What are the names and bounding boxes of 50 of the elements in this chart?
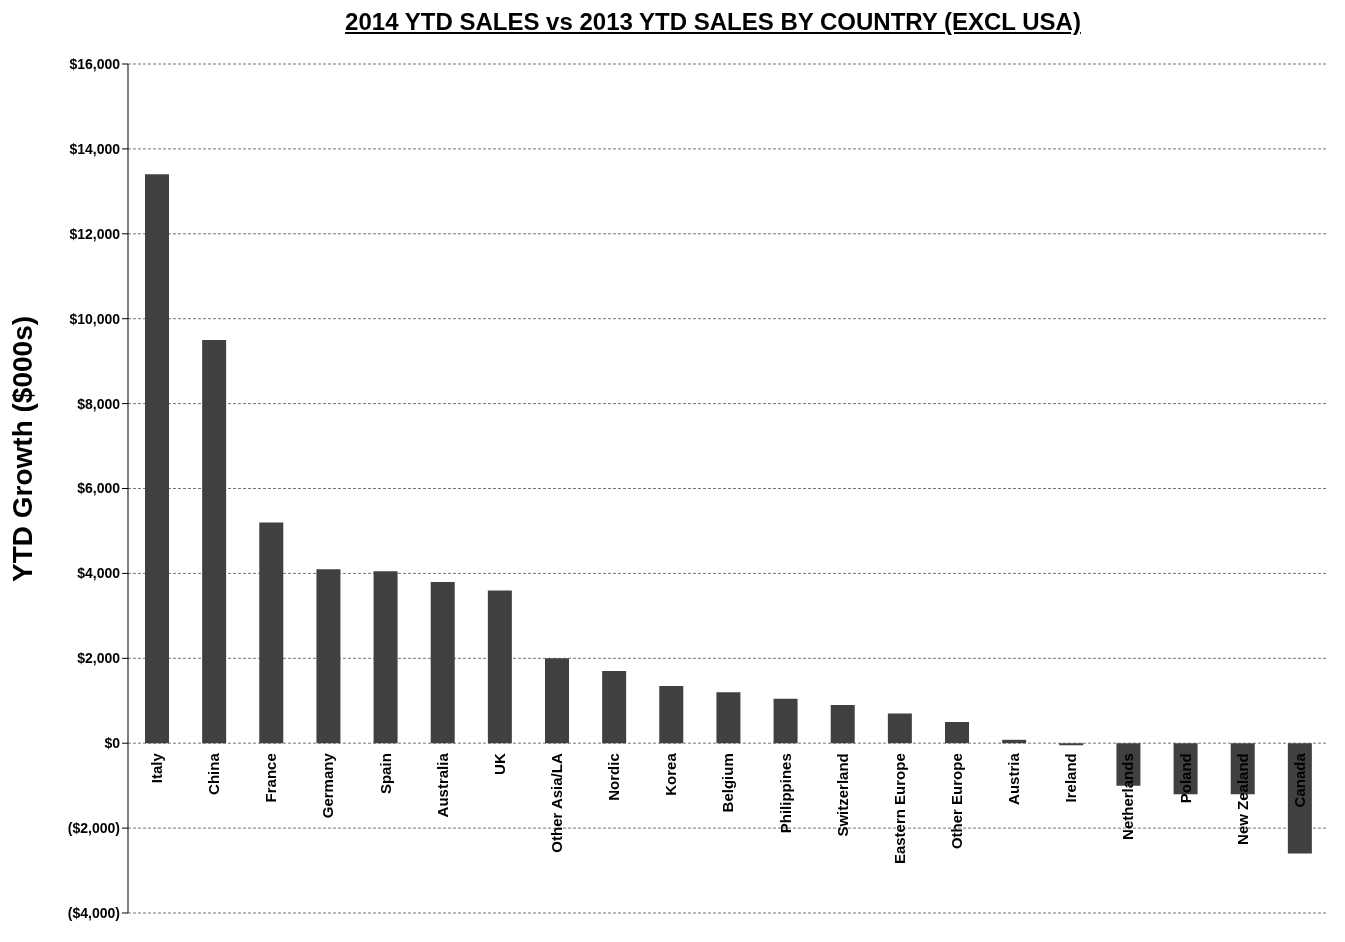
x-tick-label: Eastern Europe: [890, 753, 908, 865]
bar: [316, 569, 341, 744]
x-tick-label: Canada: [1290, 752, 1308, 808]
x-tick-label: UK: [490, 753, 508, 775]
x-tick-label: New Zealand: [1233, 753, 1251, 845]
x-tick-label: Philippines: [776, 753, 794, 834]
y-tick-label: ($4,000): [67, 904, 120, 921]
x-tick-label: Germany: [319, 752, 337, 819]
x-tick-label: Switzerland: [833, 753, 851, 837]
x-tick-label: Netherlands: [1119, 753, 1137, 840]
bar: [202, 339, 227, 744]
bar: [430, 581, 455, 744]
y-tick-label: $10,000: [69, 310, 121, 327]
x-tick-label: France: [262, 753, 280, 803]
x-tick-label: Poland: [1176, 753, 1194, 804]
bar: [659, 685, 684, 744]
bar: [773, 698, 798, 744]
bar: [887, 713, 912, 744]
x-tick-label: Korea: [662, 752, 680, 796]
bar: [259, 522, 284, 744]
bar: [373, 571, 398, 744]
x-tick-label: Spain: [376, 753, 394, 795]
y-tick-label: $12,000: [69, 225, 121, 242]
x-tick-label: Austria: [1005, 752, 1023, 805]
y-tick-label: $4,000: [77, 565, 121, 582]
y-tick-label: $16,000: [69, 55, 121, 72]
y-tick-label: $14,000: [69, 140, 121, 157]
y-axis-title: YTD Growth ($000s): [7, 315, 39, 583]
chart-title: 2014 YTD SALES vs 2013 YTD SALES BY COUNTRY (EXCL USA): [344, 8, 1082, 37]
x-tick-label: Nordic: [605, 753, 623, 801]
bar: [545, 658, 569, 744]
x-tick-label: Other Asia/LA: [548, 753, 566, 853]
y-tick-label: $6,000: [77, 480, 121, 497]
y-tick-label: $8,000: [77, 395, 121, 412]
x-tick-label: Belgium: [719, 753, 737, 813]
bar: [1059, 743, 1084, 746]
x-tick-label: China: [205, 752, 223, 795]
y-tick-label: $0: [104, 735, 121, 752]
bar: [487, 590, 512, 744]
bar: [830, 705, 855, 744]
y-tick-label: ($2,000): [67, 820, 120, 837]
x-tick-label: Australia: [433, 752, 451, 818]
x-tick-label: Italy: [148, 752, 166, 784]
bar: [945, 721, 969, 744]
bar: [145, 174, 169, 744]
x-tick-label: Other Europe: [948, 753, 966, 850]
bar: [602, 671, 627, 744]
x-tick-label: Ireland: [1062, 753, 1080, 803]
bar: [716, 692, 741, 744]
y-tick-label: $2,000: [77, 650, 121, 667]
